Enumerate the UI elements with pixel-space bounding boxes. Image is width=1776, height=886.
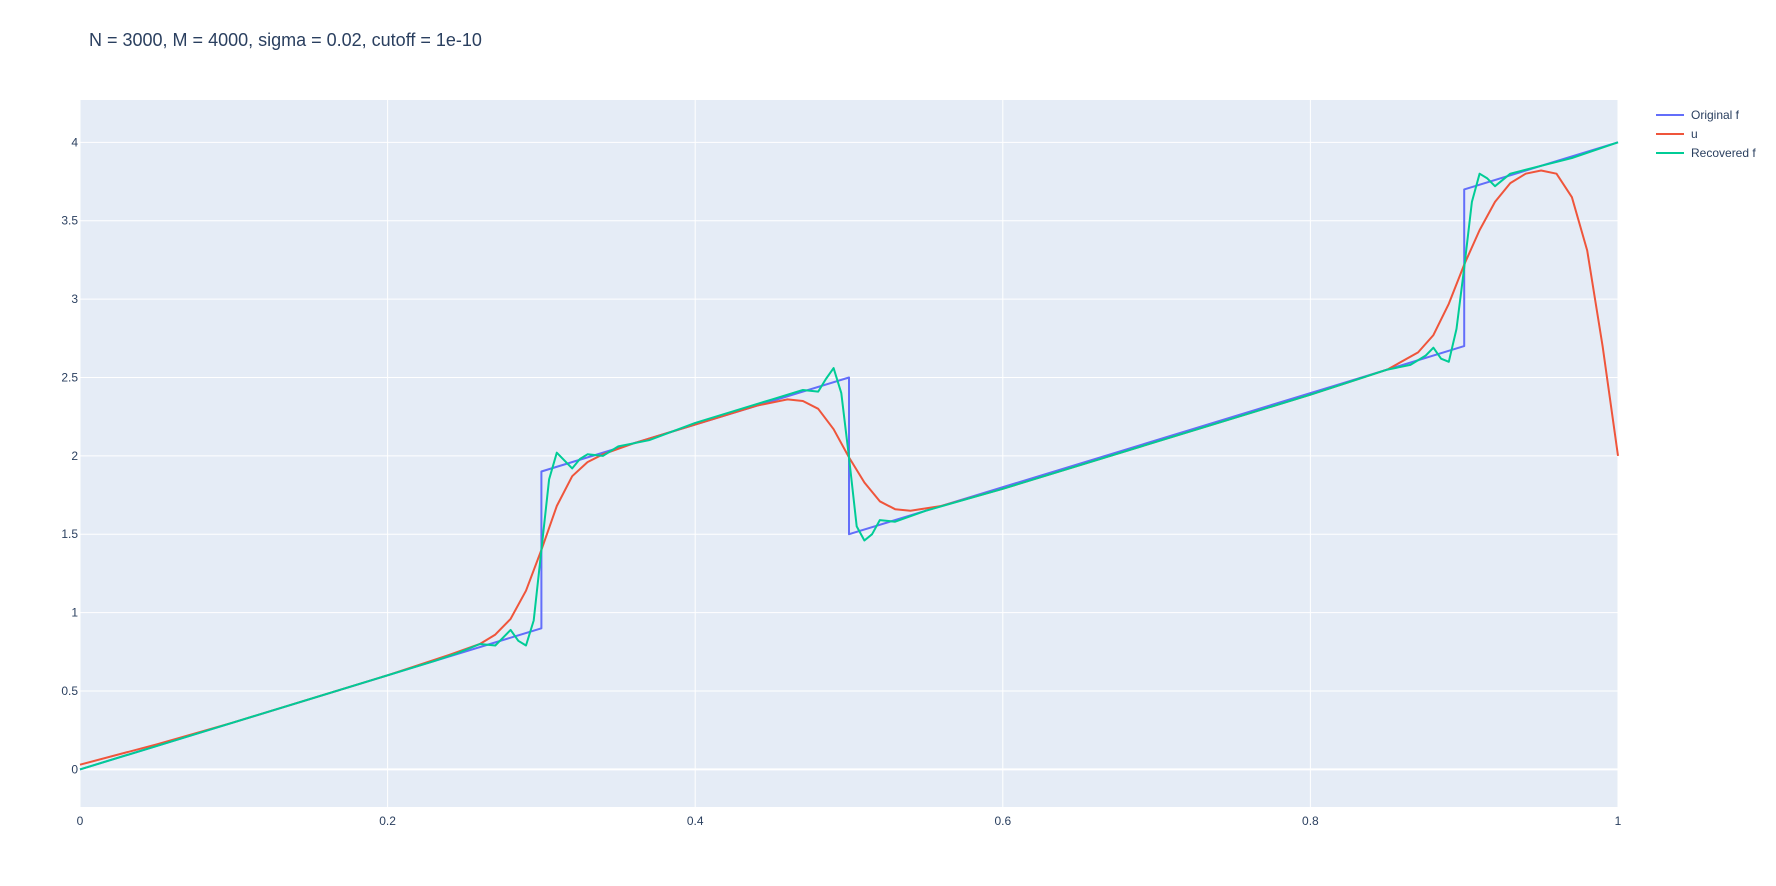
x-tick-label: 0.6	[994, 814, 1011, 828]
x-tick-label: 0	[77, 814, 84, 828]
y-tick-label: 2	[71, 449, 78, 463]
x-tick-label: 0.4	[687, 814, 704, 828]
x-tick-label: 0.8	[1302, 814, 1319, 828]
y-tick-label: 0	[71, 762, 78, 776]
y-tick-label: 2.5	[61, 370, 78, 384]
y-tick-label: 3	[71, 292, 78, 306]
x-tick-label: 0.2	[379, 814, 396, 828]
series-lines	[79, 141, 1619, 771]
x-tick-label: 1	[1615, 814, 1622, 828]
legend-item-original-f[interactable]: Original f	[1656, 108, 1740, 122]
y-tick-label: 4	[71, 135, 78, 149]
y-axis-ticks: 0 0.5 1 1.5 2 2.5 3 3.5 4	[61, 135, 78, 776]
legend-label: Original f	[1691, 108, 1740, 122]
chart-title: N = 3000, M = 4000, sigma = 0.02, cutoff…	[89, 30, 482, 50]
legend-item-u[interactable]: u	[1656, 127, 1698, 141]
y-tick-label: 0.5	[61, 684, 78, 698]
y-tick-label: 3.5	[61, 214, 78, 228]
legend[interactable]: Original f u Recovered f	[1656, 108, 1756, 160]
y-tick-label: 1.5	[61, 527, 78, 541]
series-line-u	[79, 169, 1619, 766]
legend-label: Recovered f	[1691, 146, 1756, 160]
series-line-recovered-f	[79, 141, 1619, 771]
legend-label: u	[1691, 127, 1698, 141]
x-axis-ticks: 0 0.2 0.4 0.6 0.8 1	[77, 814, 1622, 828]
legend-item-recovered-f[interactable]: Recovered f	[1656, 146, 1756, 160]
y-tick-label: 1	[71, 606, 78, 620]
